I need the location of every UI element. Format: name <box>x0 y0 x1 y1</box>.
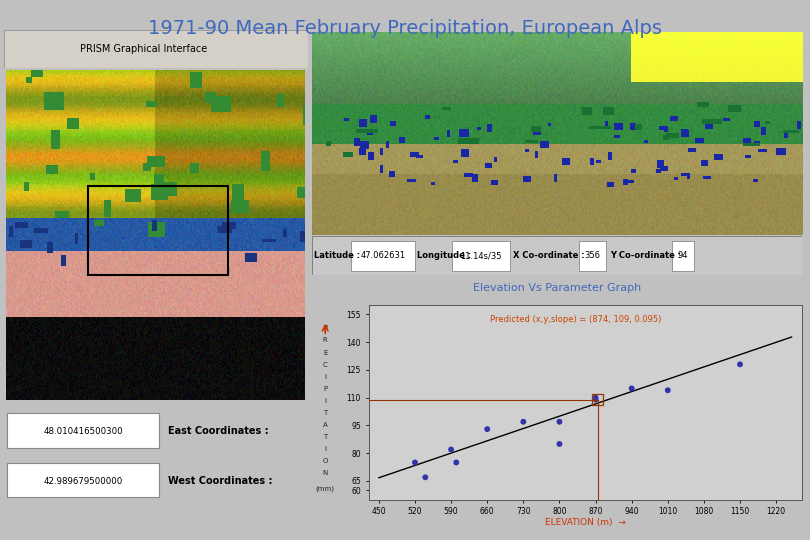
Text: X Co-ordinate :: X Co-ordinate : <box>513 251 584 260</box>
Text: E: E <box>323 349 327 355</box>
Point <box>408 458 421 467</box>
X-axis label: ELEVATION (m)  →: ELEVATION (m) → <box>545 517 625 526</box>
Text: P: P <box>323 386 327 392</box>
Text: I: I <box>324 398 326 404</box>
Text: East Coordinates :: East Coordinates : <box>168 427 269 436</box>
Text: 94: 94 <box>678 251 688 260</box>
Text: 48.010416500300: 48.010416500300 <box>43 427 123 436</box>
Point <box>589 395 602 404</box>
Text: PRISM Graphical Interface: PRISM Graphical Interface <box>80 44 207 53</box>
Text: (mm): (mm) <box>316 486 335 492</box>
Point <box>734 360 747 369</box>
Text: P: P <box>323 326 327 332</box>
Text: I: I <box>324 374 326 380</box>
Bar <box>87 186 228 275</box>
Text: 42.989679500000: 42.989679500000 <box>44 477 122 485</box>
Text: 1971-90 Mean February Precipitation, European Alps: 1971-90 Mean February Precipitation, Eur… <box>148 19 662 38</box>
Text: West Coordinates :: West Coordinates : <box>168 476 273 486</box>
Bar <box>579 241 606 272</box>
Point <box>480 425 493 434</box>
Point <box>419 473 432 482</box>
Text: C: C <box>323 362 327 368</box>
Point <box>517 417 530 426</box>
Text: A: A <box>323 422 327 428</box>
Text: Predicted (x,y,slope) = (874, 109, 0.095): Predicted (x,y,slope) = (874, 109, 0.095… <box>490 315 661 324</box>
Bar <box>592 394 603 405</box>
Point <box>661 386 674 395</box>
Text: N: N <box>322 470 328 476</box>
Text: Elevation Vs Parameter Graph: Elevation Vs Parameter Graph <box>473 283 641 293</box>
Text: 47.062631: 47.062631 <box>360 251 406 260</box>
Text: Longitude :: Longitude : <box>417 251 471 260</box>
Text: 356: 356 <box>584 251 600 260</box>
Bar <box>351 241 415 272</box>
Bar <box>7 413 159 448</box>
Text: Latitude :: Latitude : <box>314 251 360 260</box>
Text: O: O <box>322 458 328 464</box>
Point <box>553 417 566 426</box>
Text: Y Co-ordinate :: Y Co-ordinate : <box>610 251 681 260</box>
Point <box>445 445 458 454</box>
Text: T: T <box>323 410 327 416</box>
Point <box>625 384 638 393</box>
Point <box>553 440 566 448</box>
Point <box>450 458 463 467</box>
Bar <box>451 241 510 272</box>
Text: I: I <box>324 446 326 452</box>
Bar <box>672 241 694 272</box>
Text: T: T <box>323 434 327 440</box>
Bar <box>7 463 159 497</box>
Text: 11.14s/35: 11.14s/35 <box>460 251 501 260</box>
Point <box>589 393 602 402</box>
Text: R: R <box>323 338 327 343</box>
